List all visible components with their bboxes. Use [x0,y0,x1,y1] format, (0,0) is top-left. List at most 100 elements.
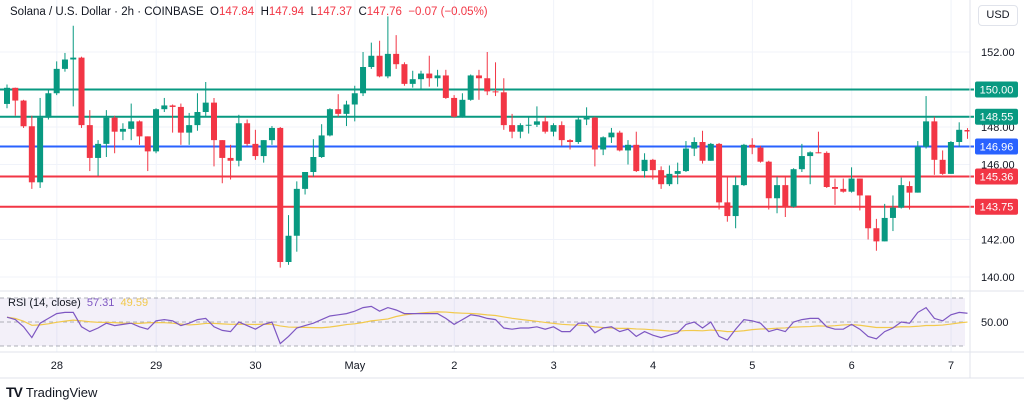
candle-down [591,117,598,150]
tradingview-logo[interactable]: TV TradingView [6,384,97,400]
candle-down [765,161,772,199]
tradingview-logo-icon: TV [6,384,23,400]
candle-up [310,157,317,172]
candle-up [947,142,954,174]
candle-down [86,125,93,158]
rsi-ma-value: 49.59 [120,297,149,309]
time-tick-label: 29 [150,360,162,372]
candle-up [682,148,689,172]
candle-down [211,102,217,141]
candle-down [252,143,259,157]
candle-down [757,147,764,162]
candle-down [78,57,85,126]
level-label-text: 143.75 [980,202,1014,214]
rsi-line [6,305,968,345]
candle-up [625,144,631,151]
rsi-tick-label: 50.00 [981,317,1009,329]
candle-down [426,73,433,79]
high-value: 147.94 [268,6,305,18]
candle-up [302,172,309,189]
candle-up [740,144,747,186]
open-value: 147.84 [219,6,255,18]
candle-down [111,117,118,132]
candle-up [956,129,963,142]
candle-up [525,124,532,126]
candle-up [318,135,325,157]
candle-down [616,132,623,151]
time-tick-label: 4 [650,360,656,372]
candle-up [467,75,474,100]
candle-down [219,140,226,158]
candle-up [37,117,44,183]
candle-up [923,121,930,147]
candle-up [103,117,110,144]
price-tick-label: 140.00 [981,272,1015,284]
candle-up [409,79,416,84]
candle-down [658,170,665,185]
candle-down [335,109,342,114]
candle-up [95,143,102,158]
price-tick-label: 142.00 [981,235,1015,247]
candle-up [70,57,77,60]
candle-up [533,121,540,125]
candle-up [119,128,126,132]
candle-down [393,53,400,65]
candle-down [931,121,938,160]
level-label-badge [975,81,1018,98]
candle-down [964,130,971,132]
candle-up [774,185,781,199]
candle-up [889,207,896,218]
candle-up [153,109,160,152]
candle-down [277,127,284,262]
candle-up [674,171,681,174]
candle-up [691,142,698,149]
candle-down [782,185,789,207]
candle-down [716,143,723,203]
candle-up [434,75,441,79]
currency-button[interactable]: USD [978,5,1018,26]
candle-up [161,105,168,110]
candle-up [368,55,375,67]
candle-down [169,105,176,107]
candle-up [326,109,333,136]
candle-up [600,137,607,150]
time-tick-label: 6 [849,360,855,372]
close-value: 147.76 [366,6,402,18]
level-label-text: 148.55 [980,112,1014,124]
candle-down [906,186,913,193]
candle-down [865,195,872,229]
candle-up [360,67,367,94]
time-tick-label: 30 [249,360,261,372]
rsi-legend: RSI (14, close) 57.31 49.59 [8,297,148,309]
candle-up [732,185,739,217]
level-label-text: 150.00 [980,85,1014,97]
time-axis[interactable]: 28 29 30 May 2 3 4 5 6 7 [51,360,954,372]
low-value: 147.37 [316,6,353,18]
time-tick-label: May [345,360,366,372]
candle-down [376,55,383,77]
candle-down [649,159,656,171]
candle-down [815,152,822,154]
candle-up [807,152,814,157]
candle-up [641,159,648,172]
candle-down [136,121,143,137]
candle-down [509,125,516,132]
level-label-text: 146.96 [980,142,1014,154]
symbol-title: Solana / U.S. Dollar · 2h · COINBASE [10,6,204,18]
candle-up [285,235,292,262]
time-tick-label: 28 [51,360,63,372]
candle-up [666,173,673,185]
price-levels [0,88,974,208]
candle-down [832,187,838,189]
candles [4,16,971,268]
candle-up [45,93,52,118]
level-label-badge [975,108,1018,125]
level-label-badge [975,168,1018,185]
candle-up [194,112,201,126]
rsi-pane [0,297,968,347]
rsi-ma-line [6,311,968,333]
candle-up [848,178,855,192]
candle-down [699,142,706,161]
